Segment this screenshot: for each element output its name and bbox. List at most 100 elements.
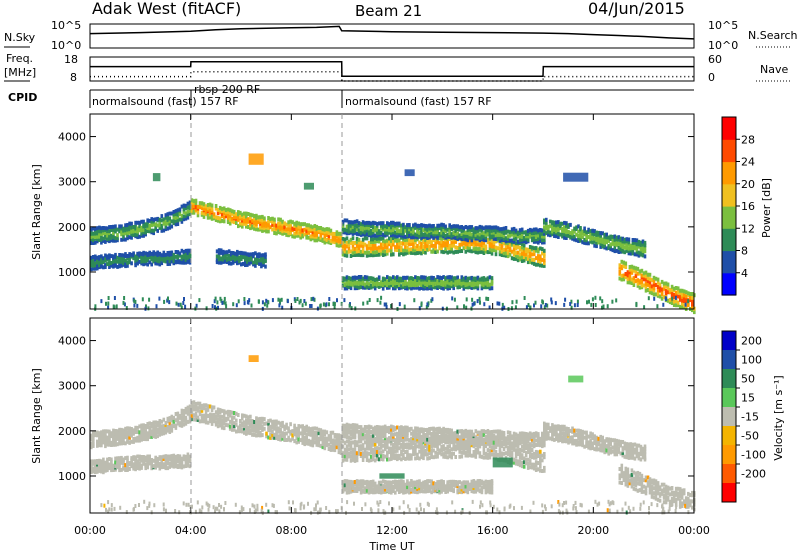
scatter-cell [458,227,461,232]
scatter-cell [94,261,97,266]
scatter-cell [448,223,451,228]
scatter-cell [132,455,135,460]
scatter-cell [190,206,194,210]
scatter-cell [474,443,478,448]
scatter-cell [476,239,480,244]
cpid-segment-1: normalsound (fast) 157 RF [92,95,239,108]
scatter-cell [295,220,298,225]
scatter-cell [365,250,369,255]
scatter-cell [390,453,393,458]
scatter-cell [440,433,443,438]
scatter-cell [571,234,574,239]
scatter-cell [178,413,182,418]
scatter-cell [480,228,484,233]
scatter-cell [420,286,423,290]
scatter-cell [434,427,437,432]
scatter-cell [164,227,168,232]
scatter-cell [398,283,401,287]
scatter-cell [174,209,178,214]
scatter-cell [643,245,647,250]
scatter-cell [424,244,427,249]
scatter-cell [118,465,121,470]
scatter-cell [200,406,204,411]
scatter-cell [458,233,461,238]
scatter-cell [331,445,335,450]
scatter-cell [565,236,568,240]
scatter-cell [134,232,137,237]
scatter-cell [359,240,363,245]
scatter-cell [418,306,421,311]
scatter-cell [156,223,159,228]
scatter-cell [228,221,232,226]
scatter-cell [271,435,274,440]
scatter-cell [112,437,115,442]
scatter-cell [158,259,162,264]
scatter-cell [180,248,184,253]
scatter-cell [420,223,423,228]
scatter-cell [172,261,176,266]
scatter-cell [353,241,357,245]
scatter-cell [633,252,637,257]
scatter-cell [593,229,596,234]
scatter-cell [498,252,502,257]
scatter-cell [590,302,593,307]
scatter-cell [104,263,107,268]
scatter-cell [480,243,484,247]
scatter-cell [551,229,554,234]
scatter-cell [506,245,510,249]
scatter-cell [625,248,629,253]
scatter-cell [287,426,290,431]
scatter-cell [106,460,109,465]
scatter-cell [408,438,411,443]
scatter-cell [632,276,636,281]
scatter-cell [176,259,180,264]
scatter-cell [398,436,401,441]
scatter-cell [474,229,478,234]
scatter-cell [627,242,631,247]
scatter-cell [446,444,449,449]
scatter-cell [440,249,443,254]
scatter-cell [573,226,576,231]
scatter-cell [90,470,93,474]
scatter-cell [394,225,397,230]
scatter-cell [434,246,437,251]
scatter-cell [305,229,308,234]
scatter-cell [351,241,355,245]
scatter-cell [363,435,367,440]
scatter-cell [470,443,474,448]
scatter-cell [104,231,107,235]
scatter-cell [327,434,331,439]
scatter-cell [112,439,115,444]
scatter-cell [466,230,470,235]
scatter-cell [126,458,129,463]
scatter-cell [456,231,459,236]
scatter-cell [420,235,423,240]
scatter-cell [682,299,686,304]
scatter-cell [410,232,413,237]
scatter-cell [476,279,480,284]
scatter-cell [377,275,381,280]
scatter-cell [379,454,383,459]
scatter-cell [664,284,668,289]
scatter-cell [260,264,263,269]
scatter-cell [299,438,302,443]
scatter-cell [154,251,157,256]
scatter-cell [468,235,472,240]
scatter-cell [351,253,355,257]
scatter-cell [452,235,455,240]
scatter-cell [418,279,421,284]
scatter-cell [281,219,284,224]
scatter-cell [267,223,270,228]
scatter-cell [406,445,409,450]
scatter-cell [398,302,401,307]
scatter-cell [637,250,641,255]
scatter-cell [228,419,232,424]
scatter-cell [385,305,388,309]
scatter-cell [249,226,252,231]
scatter-cell [414,281,417,286]
scatter-cell [381,433,385,438]
scatter-cell [178,251,182,256]
scatter-cell [162,253,166,258]
scatter-cell [216,410,220,415]
scatter-cell [102,460,105,465]
